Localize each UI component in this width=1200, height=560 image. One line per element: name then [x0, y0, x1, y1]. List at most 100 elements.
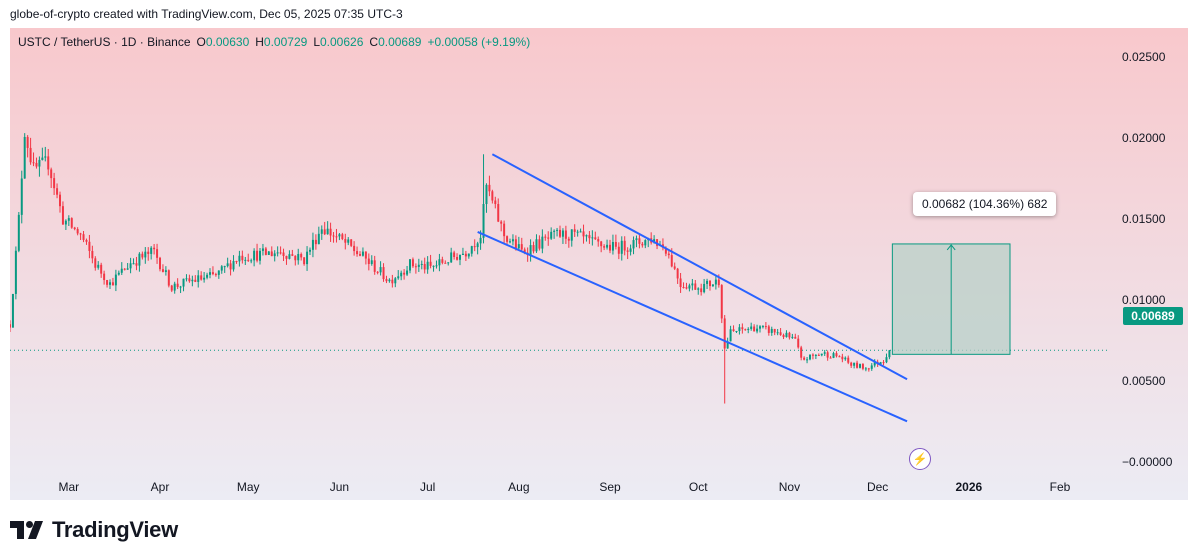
- candle-body: [106, 280, 109, 285]
- candle-body: [626, 250, 629, 252]
- channel-lower-line: [477, 231, 908, 423]
- candle-body: [473, 246, 476, 248]
- candle-body: [173, 283, 176, 291]
- price-chart[interactable]: 0.02500 0.02000 0.01500 0.01000 0.00500 −0.00…: [10, 28, 1188, 500]
- tradingview-logo-text: TradingView: [52, 517, 178, 542]
- candle-body: [220, 266, 223, 271]
- candle-body: [414, 266, 417, 268]
- candle-body: [641, 243, 644, 246]
- price-axis: 0.02500 0.02000 0.01500 0.01000 0.00500 −0.00…: [1122, 50, 1173, 469]
- candle-body: [829, 357, 832, 359]
- candle-body: [532, 245, 535, 252]
- y-tick-label: 0.01000: [1122, 293, 1166, 307]
- candle-body: [129, 263, 132, 269]
- candle-body: [761, 326, 764, 328]
- candle-body: [429, 261, 432, 266]
- candle-body: [159, 257, 161, 270]
- candle-body: [653, 239, 656, 243]
- candle-body: [579, 231, 582, 233]
- symbol-legend[interactable]: USTC / TetherUS · 1D · Binance O0.00630 H0…: [18, 35, 530, 49]
- candle-body: [523, 249, 526, 253]
- open-label: O: [196, 35, 206, 49]
- chart-area[interactable]: 0.02500 0.02000 0.01500 0.01000 0.00500 −0.00…: [10, 28, 1188, 500]
- candle-body: [382, 267, 385, 280]
- candle-body: [564, 230, 567, 239]
- candle-body: [273, 253, 276, 257]
- change-value: +0.00058 (+9.19%): [427, 35, 531, 49]
- time-axis: Mar Apr May Jun Jul Aug Sep Oct Nov Dec 2026 Feb: [58, 480, 1070, 494]
- candle-body: [873, 361, 876, 366]
- candle-body: [797, 338, 800, 348]
- candle-body: [232, 261, 235, 270]
- candle-body: [141, 253, 144, 258]
- candle-body: [870, 365, 873, 369]
- candle-body: [853, 362, 856, 366]
- candle-body: [673, 266, 676, 269]
- candle-body: [235, 261, 238, 263]
- candle-body: [444, 262, 447, 264]
- candle-body: [573, 229, 576, 232]
- candle-body: [609, 244, 611, 251]
- measure-label[interactable]: 0.00682 (104.36%) 682: [913, 192, 1057, 216]
- candle-body: [670, 255, 673, 267]
- candle-body: [73, 227, 76, 230]
- candle-body: [732, 329, 735, 332]
- lightning-icon[interactable]: ⚡: [909, 448, 931, 470]
- candle-body: [520, 244, 523, 250]
- candle-body: [411, 259, 414, 267]
- candle-body: [388, 279, 391, 282]
- candle-body: [747, 328, 750, 330]
- candle-body: [461, 253, 464, 255]
- candle-body: [859, 364, 861, 368]
- candle-body: [41, 157, 44, 160]
- candle-body: [629, 248, 632, 252]
- candle-body: [509, 241, 511, 243]
- candle-body: [138, 253, 141, 266]
- symbol-name[interactable]: USTC / TetherUS · 1D · Binance: [18, 35, 191, 49]
- candle-body: [847, 357, 850, 363]
- candle-body: [103, 273, 106, 281]
- candle-body: [803, 357, 806, 360]
- candle-body: [341, 234, 344, 240]
- candle-body: [323, 229, 326, 235]
- candle-body: [47, 156, 50, 170]
- candle-body: [676, 268, 679, 279]
- candle-body: [688, 285, 691, 289]
- candle-body: [497, 204, 500, 222]
- candle-body: [447, 262, 450, 264]
- candle-body: [44, 156, 47, 158]
- candle-body: [285, 255, 288, 259]
- candle-body: [861, 364, 864, 369]
- candle-body: [120, 268, 123, 273]
- candle-body: [479, 237, 482, 244]
- high-value: 0.00729: [263, 35, 308, 49]
- candle-body: [409, 259, 411, 271]
- candle-body: [541, 236, 544, 249]
- candle-body: [303, 257, 306, 265]
- candle-body: [485, 184, 488, 205]
- y-tick-label: 0.01500: [1122, 212, 1166, 226]
- candle-body: [53, 178, 56, 189]
- candle-body: [638, 238, 641, 244]
- candle-body: [888, 350, 891, 358]
- candle-body: [785, 332, 788, 338]
- candle-body: [332, 235, 335, 237]
- candle-body: [394, 278, 397, 284]
- tradingview-logo[interactable]: TradingView: [10, 517, 178, 543]
- candle-body: [514, 239, 517, 249]
- candle-body: [126, 268, 129, 270]
- candle-body: [153, 247, 156, 250]
- candle-body: [23, 136, 26, 179]
- candle-body: [26, 136, 29, 148]
- candle-body: [814, 354, 817, 356]
- candle-body: [435, 265, 438, 267]
- candle-body: [632, 240, 635, 249]
- candle-body: [241, 255, 244, 261]
- candle-body: [838, 356, 841, 358]
- candle-body: [517, 244, 520, 249]
- candle-body: [885, 357, 888, 363]
- candle-body: [406, 270, 409, 275]
- candle-body: [817, 354, 820, 356]
- candle-body: [594, 237, 597, 240]
- candle-body: [767, 326, 770, 333]
